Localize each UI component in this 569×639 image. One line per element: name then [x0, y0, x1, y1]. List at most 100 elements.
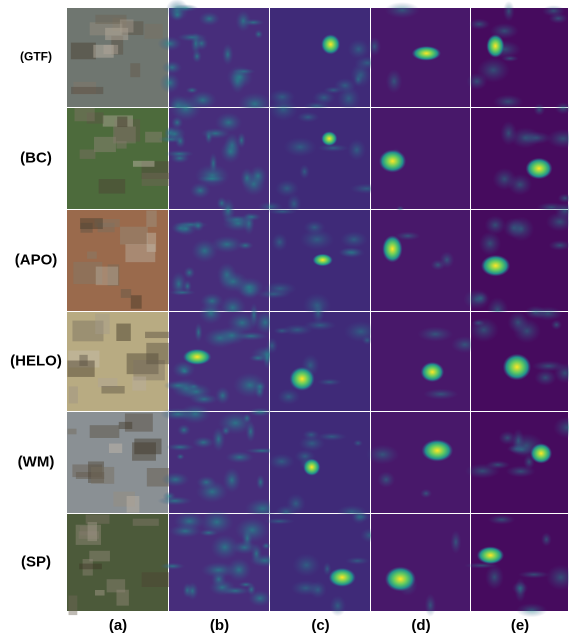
- heat-blob: [191, 32, 201, 56]
- heat-blob: [317, 378, 341, 385]
- photo-patch: [79, 564, 102, 570]
- image-cell: [256, 208, 370, 317]
- photo-patch: [95, 590, 105, 596]
- heat-blob: [345, 557, 369, 565]
- photo-patch: [144, 24, 162, 39]
- hot-spot: [289, 367, 314, 391]
- heat-blob: [450, 530, 461, 554]
- heat-blob: [366, 444, 399, 464]
- heat-blob: [551, 320, 562, 330]
- image-cell: [67, 312, 176, 411]
- heat-blob: [177, 424, 190, 436]
- image-cell: [469, 306, 569, 411]
- row-label: (WM): [18, 453, 55, 470]
- photo-patch: [91, 467, 114, 484]
- hot-spot: [321, 131, 337, 146]
- image-cell: [371, 514, 470, 617]
- heat-blob: [220, 586, 250, 595]
- heat-blob: [218, 271, 248, 292]
- heat-blob: [211, 535, 240, 560]
- hot-spot: [421, 362, 445, 382]
- heat-blob: [386, 69, 403, 93]
- image-cell: [371, 210, 470, 311]
- image-cell: [67, 8, 168, 107]
- heat-blob: [256, 289, 291, 299]
- hot-spot: [385, 567, 416, 592]
- heat-blob: [299, 164, 310, 179]
- hot-spot: [503, 354, 531, 381]
- heat-blob: [474, 292, 488, 305]
- image-cell: [263, 509, 379, 616]
- image-cell: [268, 412, 370, 519]
- figure: (GTF)(BC)(APO)(HELO)(WM)(SP)(a)(b)(c)(d)…: [0, 0, 569, 634]
- heat-blob: [354, 73, 363, 86]
- heatmap: [371, 210, 470, 311]
- heat-blob: [431, 259, 446, 270]
- heat-blob: [269, 98, 298, 121]
- hot-spot: [312, 254, 332, 267]
- heat-blob: [485, 215, 506, 234]
- heat-blob: [297, 112, 320, 123]
- photo-patch: [133, 161, 155, 167]
- heat-blob: [268, 453, 295, 469]
- heat-blob: [283, 137, 316, 157]
- hot-spot: [486, 34, 504, 58]
- hot-spot: [477, 546, 504, 564]
- heat-blob: [200, 510, 234, 535]
- heat-blob: [190, 182, 211, 198]
- heat-blob: [247, 583, 256, 595]
- photo-patch: [109, 444, 122, 453]
- heat-blob: [468, 19, 490, 30]
- row-label: (HELO): [10, 352, 62, 369]
- photo-patch: [71, 87, 103, 94]
- heat-blob: [510, 127, 541, 148]
- hot-spot: [328, 568, 355, 587]
- heat-blob: [199, 302, 223, 324]
- heat-blob: [262, 542, 271, 549]
- hot-spot: [321, 34, 340, 54]
- heat-blob: [542, 5, 565, 17]
- photo-patch: [69, 596, 78, 616]
- photo-patch: [94, 137, 116, 152]
- heat-blob: [211, 572, 226, 587]
- heat-blob: [347, 139, 366, 161]
- heat-blob: [485, 565, 504, 590]
- heat-blob: [165, 150, 194, 157]
- image-cell: [67, 210, 168, 311]
- image-cell: [463, 202, 569, 322]
- heat-blob: [193, 436, 215, 448]
- heat-blob: [273, 327, 290, 334]
- heat-blob: [211, 236, 243, 253]
- heat-blob: [351, 509, 367, 524]
- hot-spot: [303, 458, 320, 476]
- heat-blob: [160, 563, 185, 570]
- heat-blob: [196, 481, 228, 503]
- photo-patch: [68, 429, 77, 435]
- heat-blob: [425, 594, 436, 617]
- image-cell: [157, 404, 280, 519]
- image-cell: [158, 95, 269, 209]
- heat-blob: [226, 65, 252, 88]
- heat-blob: [303, 430, 320, 440]
- hot-spot: [481, 255, 510, 277]
- photo-patch: [87, 252, 97, 259]
- image-cell: [368, 2, 470, 107]
- heat-blob: [532, 361, 565, 372]
- image-cell: [465, 412, 569, 513]
- photo-patch: [119, 422, 133, 429]
- photo-patch: [89, 551, 110, 562]
- hot-spot: [382, 235, 402, 262]
- image-cell: [269, 8, 381, 111]
- image-cell: [164, 302, 286, 411]
- image-cell: [160, 510, 280, 611]
- heat-blob: [179, 368, 190, 375]
- image-cell: [371, 312, 479, 411]
- heat-blob: [277, 389, 300, 405]
- image-cell: [471, 102, 569, 212]
- heat-blob: [291, 580, 321, 596]
- hot-spot: [183, 349, 212, 365]
- heat-blob: [493, 95, 523, 109]
- heat-blob: [541, 532, 552, 546]
- photo-patch: [121, 289, 131, 298]
- photo-patch: [80, 150, 96, 159]
